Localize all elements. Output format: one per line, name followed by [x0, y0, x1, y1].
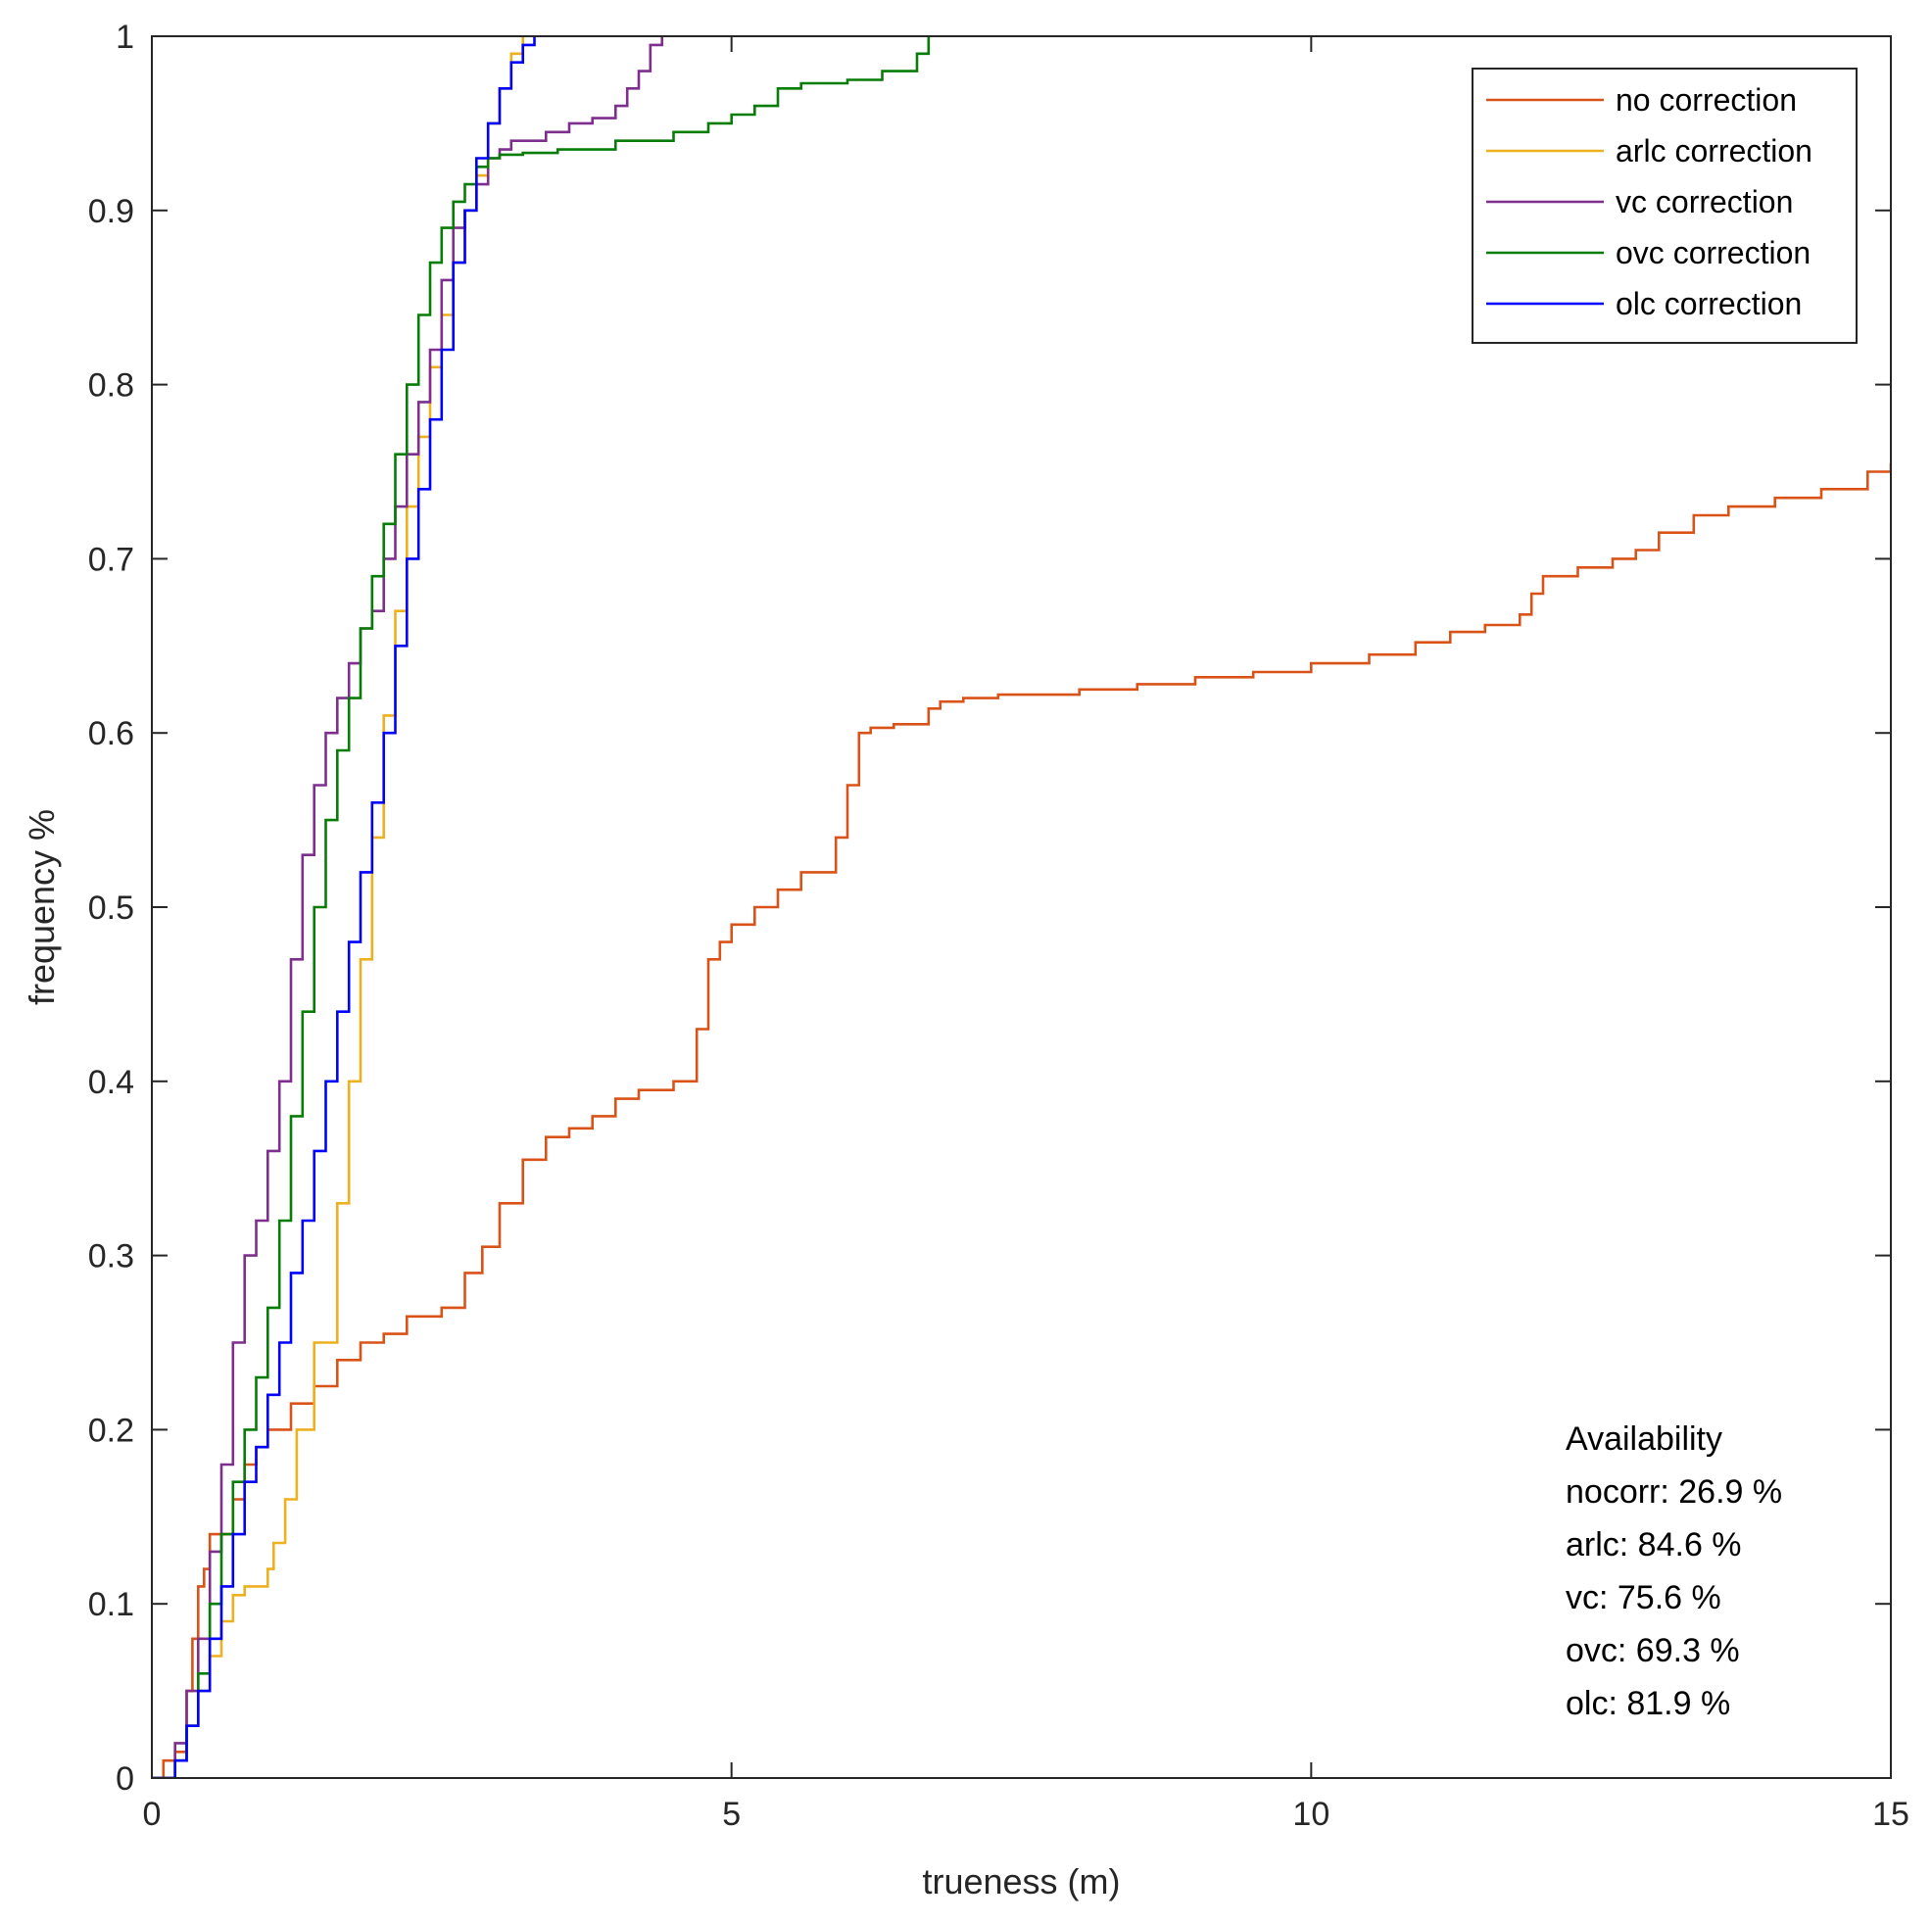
y-tick-label: 0.7 — [88, 541, 134, 578]
y-tick-label: 0.9 — [88, 193, 134, 230]
series-line-ovc-correction — [152, 36, 931, 1778]
annotation-line: nocorr: 26.9 % — [1566, 1473, 1782, 1511]
x-axis-label: trueness (m) — [922, 1861, 1120, 1901]
legend-label: no correction — [1616, 82, 1797, 118]
y-tick-label: 0.5 — [88, 890, 134, 927]
axis-ticks: 0 5 10 15 0 0.1 0.2 0.3 0.4 0.5 0.6 0.7 0.8 0.9 1 — [88, 19, 1909, 1833]
y-tick-label: 1 — [116, 19, 134, 56]
y-tick-label: 0.8 — [88, 367, 134, 405]
annotation-title: Availability — [1566, 1420, 1722, 1458]
x-tick-label: 0 — [143, 1796, 162, 1833]
annotation-line: olc: 81.9 % — [1566, 1685, 1730, 1722]
x-tick-label: 5 — [722, 1796, 741, 1833]
series-line-olc-correction — [152, 36, 536, 1778]
x-tick-label: 10 — [1292, 1796, 1329, 1833]
legend-label: ovc correction — [1616, 235, 1811, 270]
legend-box — [1472, 68, 1858, 344]
y-tick-label: 0.2 — [88, 1412, 134, 1449]
legend: no correction arlc correction vc correctio… — [1472, 68, 1858, 344]
series-lines — [152, 36, 1891, 1778]
y-tick-label: 0 — [116, 1760, 134, 1798]
y-tick-label: 0.3 — [88, 1238, 134, 1275]
y-tick-label: 0.1 — [88, 1586, 134, 1623]
y-tick-label: 0.4 — [88, 1064, 134, 1101]
annotation-line: arlc: 84.6 % — [1566, 1526, 1742, 1563]
x-tick-label: 15 — [1872, 1796, 1909, 1833]
legend-label: arlc correction — [1616, 133, 1812, 168]
availability-annotation: Availability nocorr: 26.9 % arlc: 84.6 %… — [1566, 1420, 1782, 1722]
legend-label: olc correction — [1616, 286, 1802, 321]
y-axis-label: frequency % — [22, 809, 62, 1005]
annotation-line: ovc: 69.3 % — [1566, 1632, 1740, 1669]
annotation-line: vc: 75.6 % — [1566, 1579, 1721, 1616]
y-tick-label: 0.6 — [88, 715, 134, 752]
legend-label: vc correction — [1616, 184, 1793, 219]
